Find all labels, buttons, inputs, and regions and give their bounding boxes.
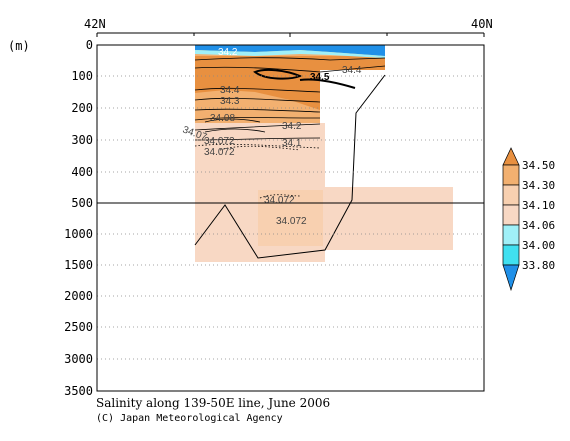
surface-cyan-layer — [195, 50, 385, 58]
y-tick-label: 0 — [86, 38, 93, 52]
contour-label: 34.072 — [204, 147, 235, 158]
top-axis-label-right: 40N — [471, 17, 493, 31]
upper-low-salinity-region — [195, 123, 325, 187]
contour-label: 34.1 — [282, 138, 302, 149]
contour-line — [204, 118, 261, 123]
contour-label: 34.072 — [204, 136, 235, 147]
y-tick-label: 1000 — [64, 227, 93, 241]
contour-label: 34.5 — [310, 72, 330, 83]
colorbar-swatch — [502, 224, 520, 246]
contour-label: 34.2 — [282, 121, 302, 132]
y-tick-label: 1500 — [64, 258, 93, 272]
contour-line — [194, 65, 386, 73]
copyright-credit: (C) Japan Meteorological Agency — [96, 413, 283, 424]
contour-line — [194, 108, 321, 113]
contour-label: 34.4 — [342, 65, 362, 76]
contour-line — [194, 123, 321, 131]
y-tick-label: 300 — [71, 133, 93, 147]
colorbar-swatch — [502, 164, 520, 186]
y-tick-label: 400 — [71, 165, 93, 179]
plot-frame — [96, 44, 485, 392]
surface-fresh-layer — [195, 45, 385, 56]
contour-line — [194, 87, 321, 93]
contour-label: 34.4 — [220, 85, 240, 96]
colorbar-swatch — [502, 184, 520, 206]
contour-label: 34.08 — [210, 113, 235, 124]
colorbar-label: 34.30 — [522, 179, 555, 192]
contour-line — [253, 68, 303, 80]
y-tick-label: 3500 — [64, 384, 93, 398]
contour-line — [194, 117, 321, 121]
colorbar-label: 33.80 — [522, 259, 555, 272]
y-tick-label: 2500 — [64, 320, 93, 334]
colorbar-swatch — [502, 244, 520, 266]
contour-label: 34.072 — [276, 216, 307, 227]
contour-line-dotted — [219, 145, 301, 151]
contour-label: 34.3 — [220, 96, 240, 107]
colorbar-swatch — [502, 204, 520, 226]
colorbar-top-triangle — [502, 147, 520, 166]
low-salinity-deep-patch — [258, 190, 323, 246]
y-tick-label: 100 — [71, 69, 93, 83]
colorbar-label: 34.00 — [522, 239, 555, 252]
contour-line — [194, 57, 386, 61]
contour-labels: 34.2 34.4 34.5 34.4 34.3 34.08 34.2 34.0… — [181, 47, 362, 227]
contour-line — [204, 128, 266, 133]
top-ticks — [96, 33, 485, 37]
y-tick-label: 500 — [71, 196, 93, 210]
contour-lines — [194, 57, 386, 199]
colorbar-bottom-triangle — [502, 264, 520, 292]
contour-label: 34.2 — [218, 47, 238, 58]
low-salinity-band — [195, 187, 453, 250]
grid — [97, 75, 484, 360]
colorbar-labels: 34.50 34.30 34.10 34.06 34.00 33.80 — [522, 159, 555, 272]
y-axis-ticks: 0 100 200 300 400 500 1000 1500 2000 250… — [64, 38, 93, 398]
top-axis-label-left: 42N — [84, 17, 106, 31]
contour-label: 34.072 — [264, 195, 295, 206]
contour-line-dotted — [259, 194, 301, 199]
bathymetry-line — [194, 74, 386, 259]
contour-line — [194, 97, 321, 103]
contour-line-dotted — [194, 143, 321, 149]
contour-line — [299, 78, 356, 89]
chart-title: Salinity along 139-50E line, June 2006 — [96, 396, 331, 410]
y-tick-label: 200 — [71, 101, 93, 115]
high-salinity-core — [195, 56, 385, 110]
y-tick-label: 2000 — [64, 289, 93, 303]
colorbar-label: 34.06 — [522, 219, 555, 232]
salinity-fill-layer — [195, 45, 453, 262]
contour-line — [194, 137, 321, 141]
colorbar-label: 34.10 — [522, 199, 555, 212]
y-tick-label: 3000 — [64, 352, 93, 366]
y-axis-unit: (m) — [8, 39, 30, 53]
colorbar: 34.50 34.30 34.10 34.06 34.00 33.80 — [502, 147, 555, 292]
colorbar-label: 34.50 — [522, 159, 555, 172]
low-salinity-band-deep — [195, 250, 325, 262]
